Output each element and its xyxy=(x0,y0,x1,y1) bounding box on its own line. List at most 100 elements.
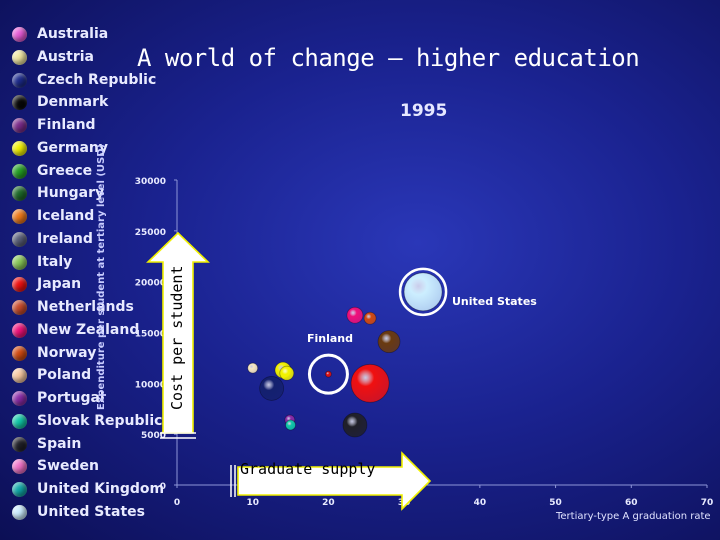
legend-item: Poland xyxy=(8,365,158,387)
legend-marker xyxy=(12,27,27,42)
legend-label: Austria xyxy=(37,48,94,65)
y-tick-label: 5000 xyxy=(141,431,166,441)
data-point xyxy=(350,363,390,403)
legend-marker xyxy=(12,231,27,247)
legend-marker xyxy=(12,504,27,520)
legend-marker xyxy=(12,254,27,270)
legend-item: Czech Republic xyxy=(8,70,158,92)
legend-item: Denmark xyxy=(8,92,158,114)
legend-item: United Kingdom xyxy=(8,479,164,501)
legend-item: Netherlands xyxy=(8,297,158,319)
legend-item: Ireland xyxy=(8,229,158,251)
legend-marker xyxy=(12,345,27,361)
legend-marker xyxy=(12,436,27,452)
legend-item: Portugal xyxy=(8,388,158,410)
legend-marker xyxy=(12,413,27,429)
legend-label: United States xyxy=(37,503,145,520)
legend-label: Germany xyxy=(37,139,109,156)
annotation-finland: Finland xyxy=(307,332,353,345)
legend-marker xyxy=(12,391,27,406)
x-tick-label: 60 xyxy=(625,498,638,508)
legend-marker xyxy=(12,72,27,88)
cost-per-student-label: Cost per student xyxy=(168,266,186,411)
y-tick-label: 0 xyxy=(160,482,166,492)
legend-item: United States xyxy=(8,502,158,524)
legend-item: Austria xyxy=(8,47,158,69)
cost-per-student-arrow: Cost per student xyxy=(146,231,210,439)
legend-marker xyxy=(12,209,27,224)
legend-marker xyxy=(12,482,27,497)
legend-marker xyxy=(12,459,27,475)
legend-item: Italy xyxy=(8,252,158,274)
x-tick-label: 50 xyxy=(549,498,562,508)
legend-label: Ireland xyxy=(37,230,93,247)
legend-marker xyxy=(12,300,27,315)
legend-label: Japan xyxy=(37,276,82,293)
legend-marker xyxy=(12,49,27,65)
x-axis-label: Tertiary-type A graduation rate xyxy=(556,511,711,522)
legend-item: Spain xyxy=(8,434,158,456)
data-point xyxy=(403,272,443,312)
x-tick-label: 20 xyxy=(322,498,335,508)
legend-label: Netherlands xyxy=(37,299,134,315)
legend-item: Australia xyxy=(8,24,158,46)
legend-label: Poland xyxy=(37,367,92,384)
legend-label: Norway xyxy=(37,344,97,361)
legend-label: New Zealand xyxy=(37,321,140,338)
legend-marker xyxy=(12,140,27,156)
legend-item: Iceland xyxy=(8,206,158,228)
legend-label: Australia xyxy=(37,26,109,42)
x-tick-label: 0 xyxy=(174,498,180,508)
legend-item: New Zealand xyxy=(8,320,158,342)
legend-label: Greece xyxy=(37,162,93,179)
data-point xyxy=(285,419,296,431)
legend-item: Japan xyxy=(8,274,158,296)
legend-marker xyxy=(12,322,27,338)
arrow-shape xyxy=(237,451,432,511)
legend-marker xyxy=(12,277,27,293)
chart-subtitle: 1995 xyxy=(400,101,448,121)
y-tick-label: 10000 xyxy=(135,380,166,390)
data-point xyxy=(363,311,377,325)
legend-item: Slovak Republic xyxy=(8,411,162,433)
legend-label: Italy xyxy=(37,253,73,270)
legend-label: Iceland xyxy=(37,208,95,224)
legend-item: Germany xyxy=(8,138,158,160)
data-point xyxy=(247,362,259,374)
legend-label: United Kingdom xyxy=(37,481,165,497)
legend-label: Czech Republic xyxy=(37,71,157,88)
united-states-highlight-ring xyxy=(398,267,448,317)
data-point xyxy=(259,376,285,401)
graduate-supply-label: Graduate supply xyxy=(240,460,375,478)
legend-label: Portugal xyxy=(37,390,105,406)
legend-item: Finland xyxy=(8,115,158,137)
legend-label: Spain xyxy=(37,435,82,452)
legend-marker xyxy=(12,368,27,384)
legend-label: Denmark xyxy=(37,94,109,111)
data-point xyxy=(346,306,364,324)
legend-marker xyxy=(12,118,27,133)
legend-label: Hungary xyxy=(37,185,105,202)
legend-label: Slovak Republic xyxy=(37,412,163,429)
legend-label: Finland xyxy=(37,117,96,133)
arrow-shape xyxy=(146,231,210,434)
legend-item: Sweden xyxy=(8,456,158,478)
legend-marker xyxy=(12,163,27,179)
data-point xyxy=(325,370,332,378)
finland-highlight-ring xyxy=(307,353,349,395)
legend-item: Greece xyxy=(8,161,158,183)
data-point xyxy=(342,412,368,438)
y-tick-label: 25000 xyxy=(135,228,166,238)
x-tick-label: 10 xyxy=(246,498,259,508)
chart-title: A world of change – higher education xyxy=(137,44,640,72)
y-tick-label: 20000 xyxy=(135,279,166,289)
data-point xyxy=(279,365,295,381)
y-tick-label: 15000 xyxy=(135,330,166,340)
legend-marker xyxy=(12,95,27,111)
legend-marker xyxy=(12,186,27,202)
legend-item: Norway xyxy=(8,343,158,365)
y-tick-label: 30000 xyxy=(135,177,166,187)
legend-label: Sweden xyxy=(37,458,99,475)
graduate-supply-arrow: Graduate supply xyxy=(230,451,432,511)
